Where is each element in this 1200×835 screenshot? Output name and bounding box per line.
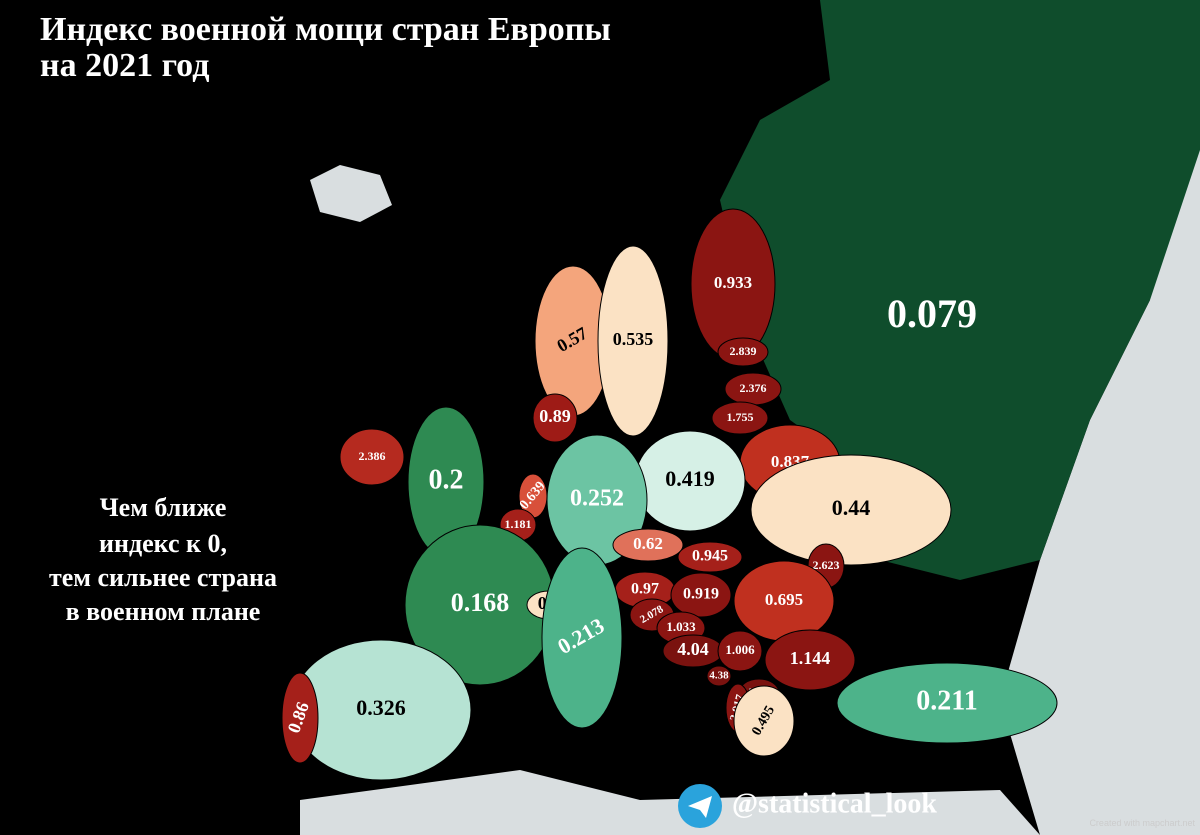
country-value: 0.44 <box>832 495 871 520</box>
country-value: 0.419 <box>665 466 715 491</box>
country-value: 1.181 <box>505 517 532 531</box>
country-value: 2.386 <box>359 449 386 463</box>
russia-shape <box>720 0 1200 580</box>
note-line: тем сильнее страна <box>49 563 277 592</box>
handle: @statistical_look <box>732 788 937 819</box>
country <box>750 454 952 566</box>
country <box>541 547 623 729</box>
africa-land <box>300 770 1040 835</box>
telegram-plane <box>688 796 712 818</box>
country <box>612 528 684 562</box>
country <box>597 245 669 437</box>
country-value: 2.623 <box>813 558 840 572</box>
country <box>764 629 856 691</box>
country-value: 1.006 <box>725 642 755 657</box>
country-value: 0.97 <box>631 581 659 598</box>
country-value: 0.2 <box>429 464 464 495</box>
country <box>717 337 769 367</box>
iceland <box>310 165 392 222</box>
country <box>670 572 732 618</box>
country <box>281 672 319 764</box>
country <box>733 685 795 757</box>
country-value: 0.945 <box>692 548 728 565</box>
country-value: 0.252 <box>570 486 624 512</box>
country-value: 0.168 <box>451 588 510 617</box>
country-value: 0.211 <box>916 685 977 716</box>
country <box>706 665 732 687</box>
country-value: 2.839 <box>730 344 757 358</box>
country-value: 4.38 <box>709 670 729 682</box>
note-line: индекс к 0, <box>99 529 227 558</box>
country-value: 0.919 <box>683 586 719 603</box>
country-value: 0.535 <box>613 329 654 349</box>
country-value: 0.89 <box>539 406 571 426</box>
country <box>717 630 763 672</box>
country-value: 0.079 <box>887 291 977 336</box>
note-line: Чем ближе <box>100 493 227 522</box>
country-value: 2.376 <box>740 381 767 395</box>
country <box>532 393 578 443</box>
country-value: 1.033 <box>666 619 696 634</box>
country-value: 0.933 <box>714 273 752 292</box>
country-value: 1.755 <box>727 410 754 424</box>
note-line: в военном плане <box>66 597 261 626</box>
subtitle: на 2021 год <box>40 47 209 84</box>
title: Индекс военной мощи стран Европы <box>40 11 611 48</box>
country-value: 1.144 <box>790 648 831 668</box>
country <box>339 428 405 486</box>
country <box>677 541 743 573</box>
country-value: 0.326 <box>356 695 406 720</box>
country-value: 4.04 <box>677 639 709 659</box>
country <box>836 662 1058 744</box>
country-value: 0.695 <box>765 590 803 609</box>
country <box>711 401 769 435</box>
credit: Created with mapchart.net <box>1089 818 1195 828</box>
country-value: 0.62 <box>633 534 663 553</box>
